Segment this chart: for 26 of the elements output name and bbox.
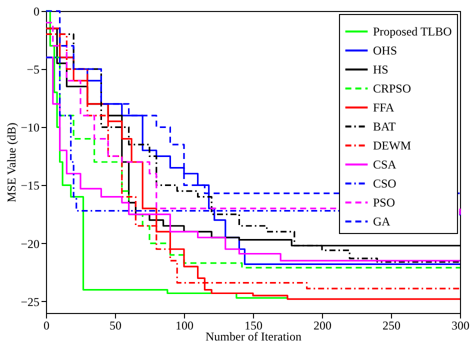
y-axis-title: MSE Value (dB) xyxy=(4,122,19,202)
x-axis-title: Number of Iteration xyxy=(206,330,302,344)
legend-label: CSO xyxy=(373,176,397,190)
legend-label: BAT xyxy=(373,120,396,134)
legend-label: DEWM xyxy=(373,138,412,152)
x-tick-label: 250 xyxy=(382,318,400,332)
y-tick-label: −10 xyxy=(20,120,40,135)
legend-label: CRPSO xyxy=(373,82,412,96)
legend-label: Proposed TLBO xyxy=(373,24,452,38)
y-tick-label: −20 xyxy=(20,236,40,251)
y-tick-label: −25 xyxy=(20,294,40,309)
y-tick-label: −15 xyxy=(20,178,40,193)
legend-label: HS xyxy=(373,62,388,76)
legend-label: OHS xyxy=(373,44,398,58)
x-tick-label: 200 xyxy=(314,318,332,332)
y-tick-label: −5 xyxy=(26,62,40,77)
x-tick-label: 0 xyxy=(44,318,50,332)
x-tick-label: 300 xyxy=(452,318,470,332)
legend-label: FFA xyxy=(373,100,394,114)
x-tick-label: 150 xyxy=(244,318,262,332)
legend-label: CSA xyxy=(373,158,397,172)
legend-label: PSO xyxy=(373,196,396,210)
x-tick-label: 50 xyxy=(110,318,122,332)
x-tick-label: 100 xyxy=(176,318,194,332)
y-tick-label: 0 xyxy=(34,4,40,18)
legend-label: GA xyxy=(373,214,391,228)
